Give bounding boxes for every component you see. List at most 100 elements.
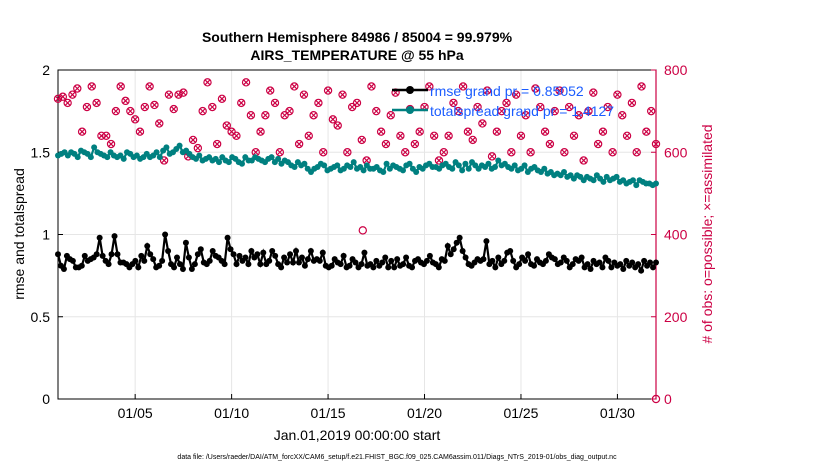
obs-possible-point (646, 106, 656, 116)
rmse-point (623, 257, 630, 264)
rmse-point (346, 262, 353, 269)
obs-possible-point (651, 394, 661, 404)
y-right-tick-label: 200 (664, 309, 688, 325)
obs-possible-point (396, 131, 405, 140)
totalspread-point (275, 155, 282, 162)
obs-possible-point (150, 100, 159, 110)
rmse-point (99, 252, 106, 259)
obs-assimilated-point (93, 99, 100, 106)
obs-possible-point (208, 102, 217, 112)
totalspread-point (465, 165, 472, 172)
rmse-point (361, 249, 368, 256)
obs-assimilated-point (503, 99, 510, 106)
rmse-point (638, 267, 645, 274)
totalspread-point (485, 160, 492, 167)
totalspread-point (613, 173, 620, 180)
obs-possible-point (261, 111, 270, 120)
y-right-tick-label: 400 (664, 227, 688, 243)
rmse-point (495, 254, 502, 261)
obs-assimilated-point (170, 106, 177, 112)
rmse-point (370, 264, 377, 271)
obs-assimilated-point (132, 116, 139, 123)
obs-assimilated-point (440, 149, 447, 156)
obs-possible-point (309, 111, 318, 120)
totalspread-point (449, 165, 456, 172)
obs-possible-point (589, 88, 598, 97)
obs-possible-point (338, 90, 347, 99)
obs-possible-point (439, 148, 449, 157)
obs-possible-point (179, 88, 188, 97)
obs-assimilated-point (508, 149, 515, 156)
rmse-point (141, 257, 148, 264)
rmse-point (617, 261, 624, 268)
rmse-point (301, 262, 308, 269)
obs-possible-point (299, 90, 309, 99)
rmse-point (373, 257, 380, 264)
rmse-point (501, 257, 508, 264)
legend-rmse: rmse grand pr = 0.85052 (430, 83, 584, 99)
obs-possible-point (116, 82, 125, 91)
rmse-point (647, 259, 654, 266)
rmse-point (409, 264, 416, 271)
rmse-point (403, 254, 410, 261)
rmse-point (328, 262, 335, 269)
obs-possible-point (159, 156, 169, 165)
rmse-point (159, 257, 166, 264)
rmse-point (254, 251, 261, 258)
obs-assimilated-point (387, 112, 394, 119)
obs-possible-point (458, 82, 468, 91)
obs-assimilated-point (537, 104, 544, 110)
obs-possible-point (516, 131, 526, 140)
obs-possible-point (492, 127, 502, 136)
rmse-point (551, 256, 558, 263)
obs-possible-point (386, 111, 395, 120)
obs-assimilated-point (156, 120, 163, 127)
totalspread-point (347, 164, 354, 171)
rmse-point (93, 251, 100, 258)
y-tick-label: 2 (42, 62, 50, 78)
rmse-point (522, 257, 529, 264)
rmse-point (272, 252, 279, 259)
rmse-point (391, 264, 398, 271)
y-right-tick-label: 0 (664, 391, 672, 407)
obs-possible-point (121, 96, 130, 106)
rmse-point (174, 254, 181, 261)
obs-possible-point (87, 82, 96, 91)
rmse-point (96, 234, 103, 241)
totalspread-point (268, 154, 275, 161)
obs-assimilated-point (614, 91, 621, 98)
obs-possible-point (593, 139, 603, 149)
obs-possible-point (454, 106, 463, 116)
obs-assimilated-point (402, 149, 409, 156)
obs-assimilated-point (243, 79, 250, 86)
totalspread-point (511, 162, 518, 169)
obs-possible-point (487, 152, 497, 161)
obs-possible-point (237, 98, 246, 108)
obs-assimilated-point (325, 87, 331, 94)
obs-assimilated-point (209, 104, 216, 110)
rmse-point (316, 257, 323, 264)
y-tick-label: 1.5 (31, 144, 51, 160)
obs-possible-point (502, 98, 511, 108)
rmse-point (114, 251, 121, 258)
obs-assimilated-point (64, 99, 71, 106)
totalspread-point (413, 168, 420, 175)
obs-possible-point (323, 86, 333, 95)
rmse-point (144, 243, 151, 250)
rmse-point (293, 247, 300, 254)
obs-assimilated-point (653, 141, 659, 147)
obs-possible-point (545, 139, 555, 149)
obs-assimilated-point (194, 145, 201, 152)
obs-possible-point (232, 131, 241, 140)
obs-possible-point (560, 148, 569, 157)
obs-possible-point (555, 86, 564, 95)
plot-area: 01/05 01/10 01/15 01/20 01/25 01/3000.511.520… (31, 62, 688, 421)
rmse-point (483, 238, 490, 245)
obs-possible-point (275, 148, 285, 157)
totalspread-point (561, 168, 567, 175)
obs-assimilated-point (527, 149, 534, 156)
obs-possible-point (627, 98, 637, 108)
obs-assimilated-point (146, 83, 153, 90)
obs-possible-point (579, 156, 588, 165)
rmse-point (206, 257, 213, 264)
